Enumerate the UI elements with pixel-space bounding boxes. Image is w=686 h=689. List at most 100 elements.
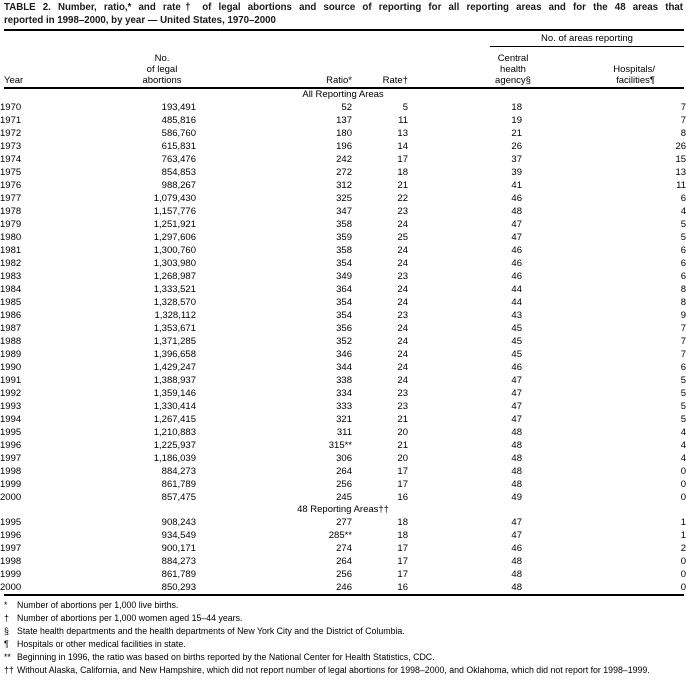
cell: 5 bbox=[680, 232, 686, 243]
cell: 1,359,146 bbox=[153, 388, 196, 399]
cell: 41 bbox=[511, 180, 522, 191]
cell: 349 bbox=[336, 271, 352, 282]
cell: 1992 bbox=[0, 388, 22, 399]
cell: 900,171 bbox=[161, 543, 196, 554]
table-row: 1998 884,273 264 17 48 0 bbox=[0, 465, 686, 478]
cell: 7 bbox=[680, 115, 686, 126]
cell: 11 bbox=[676, 180, 686, 191]
cell: 256 bbox=[336, 569, 352, 580]
cell: 1976 bbox=[0, 180, 22, 191]
cell: 2 bbox=[680, 543, 686, 554]
cell: 15 bbox=[675, 154, 686, 165]
footnote-text: Hospitals or other medical facilities in… bbox=[17, 638, 186, 649]
cell: 884,273 bbox=[161, 466, 196, 477]
footnote-text: Without Alaska, California, and New Hamp… bbox=[17, 664, 650, 675]
section-header-row: 48 Reporting Areas†† bbox=[0, 504, 686, 516]
cell: 1974 bbox=[0, 154, 22, 165]
cell: 48 bbox=[511, 556, 522, 567]
cell: 48 bbox=[511, 466, 522, 477]
cell: 48 bbox=[511, 440, 522, 451]
cell: 17 bbox=[397, 543, 408, 554]
cell: 47 bbox=[511, 219, 522, 230]
table-row: 1988 1,371,285 352 24 45 7 bbox=[0, 335, 686, 348]
cell: 6 bbox=[680, 362, 686, 373]
cell: 6 bbox=[680, 193, 686, 204]
cell: 285** bbox=[328, 530, 352, 541]
cell: 850,293 bbox=[161, 582, 196, 593]
cell: 1995 bbox=[0, 517, 22, 528]
cell: 26 bbox=[675, 141, 686, 152]
cell: 2000 bbox=[0, 582, 22, 593]
cell: 39 bbox=[511, 167, 522, 178]
cell: 264 bbox=[336, 556, 352, 567]
cell: 1 bbox=[680, 517, 686, 528]
cell: 46 bbox=[511, 245, 522, 256]
table-title-line1: TABLE 2. Number, ratio,* and rate† of le… bbox=[4, 2, 683, 13]
table-row: 1979 1,251,921 358 24 47 5 bbox=[0, 218, 686, 231]
cell: 354 bbox=[336, 258, 352, 269]
cell: 21 bbox=[397, 440, 408, 451]
cell: 1,371,285 bbox=[153, 336, 196, 347]
cell: 857,475 bbox=[161, 492, 196, 503]
footnote-marker: * bbox=[4, 600, 8, 610]
cell: 0 bbox=[680, 466, 686, 477]
cell: 908,243 bbox=[161, 517, 196, 528]
cell: 1986 bbox=[0, 310, 22, 321]
cell: 5 bbox=[402, 102, 408, 113]
cell: 46 bbox=[511, 193, 522, 204]
table-row: 1996 1,225,937 315** 21 48 4 bbox=[0, 439, 686, 452]
footnote-text: Number of abortions per 1,000 live birth… bbox=[17, 600, 179, 610]
cell: 1,303,980 bbox=[153, 258, 196, 269]
cell: 312 bbox=[336, 180, 352, 191]
table-row: 1972 586,760 180 13 21 8 bbox=[0, 127, 686, 140]
cell: 24 bbox=[397, 245, 408, 256]
cell: 586,760 bbox=[161, 128, 196, 139]
cell: 13 bbox=[397, 128, 408, 139]
cell: 17 bbox=[397, 479, 408, 490]
cell: 46 bbox=[511, 362, 522, 373]
cell: 49 bbox=[511, 492, 522, 503]
column-header-hospitals-facilities: Hospitals/ facilities¶ bbox=[613, 64, 655, 86]
cell: 8 bbox=[680, 297, 686, 308]
cell: 1,267,415 bbox=[153, 414, 196, 425]
table-row: 1985 1,328,570 354 24 44 8 bbox=[0, 296, 686, 309]
cell: 1996 bbox=[0, 530, 22, 541]
cell: 0 bbox=[680, 569, 686, 580]
cell: 47 bbox=[511, 517, 522, 528]
cell: 46 bbox=[511, 258, 522, 269]
cell: 0 bbox=[680, 556, 686, 567]
cell: 1,388,937 bbox=[153, 375, 196, 386]
table-row: 1973 615,831 196 14 26 26 bbox=[0, 140, 686, 153]
cell: 325 bbox=[336, 193, 352, 204]
cell: 356 bbox=[336, 323, 352, 334]
cell: 333 bbox=[336, 401, 352, 412]
cell: 311 bbox=[336, 427, 352, 438]
cell: 18 bbox=[397, 517, 408, 528]
cell: 196 bbox=[336, 141, 352, 152]
table-row: 1989 1,396,658 346 24 45 7 bbox=[0, 348, 686, 361]
cell: 48 bbox=[511, 427, 522, 438]
cell: 1,157,776 bbox=[153, 206, 196, 217]
footnote: * Number of abortions per 1,000 live birt… bbox=[4, 599, 684, 612]
cell: 1,330,414 bbox=[153, 401, 196, 412]
column-header-ratio: Ratio* bbox=[326, 75, 352, 86]
cell: 24 bbox=[397, 284, 408, 295]
cell: 37 bbox=[511, 154, 522, 165]
cell: 6 bbox=[680, 258, 686, 269]
cell: 1971 bbox=[0, 115, 22, 126]
table-row: 1999 861,789 256 17 48 0 bbox=[0, 478, 686, 491]
table-title-line2: reported in 1998–2000, by year — United … bbox=[4, 14, 276, 26]
cell: 7 bbox=[680, 323, 686, 334]
table-row: 1977 1,079,430 325 22 46 6 bbox=[0, 192, 686, 205]
table-row: 1987 1,353,671 356 24 45 7 bbox=[0, 322, 686, 335]
cell: 315** bbox=[328, 440, 352, 451]
cell: 1,328,112 bbox=[154, 310, 196, 321]
cell: 358 bbox=[336, 245, 352, 256]
section-header-label: 48 Reporting Areas†† bbox=[297, 504, 389, 515]
cell: 23 bbox=[397, 271, 408, 282]
cell: 18 bbox=[397, 167, 408, 178]
cell: 16 bbox=[397, 582, 408, 593]
table-row: 1971 485,816 137 11 19 7 bbox=[0, 114, 686, 127]
cell: 21 bbox=[511, 128, 522, 139]
column-header-number-of-legal-abortions: No. of legal abortions bbox=[142, 53, 182, 86]
